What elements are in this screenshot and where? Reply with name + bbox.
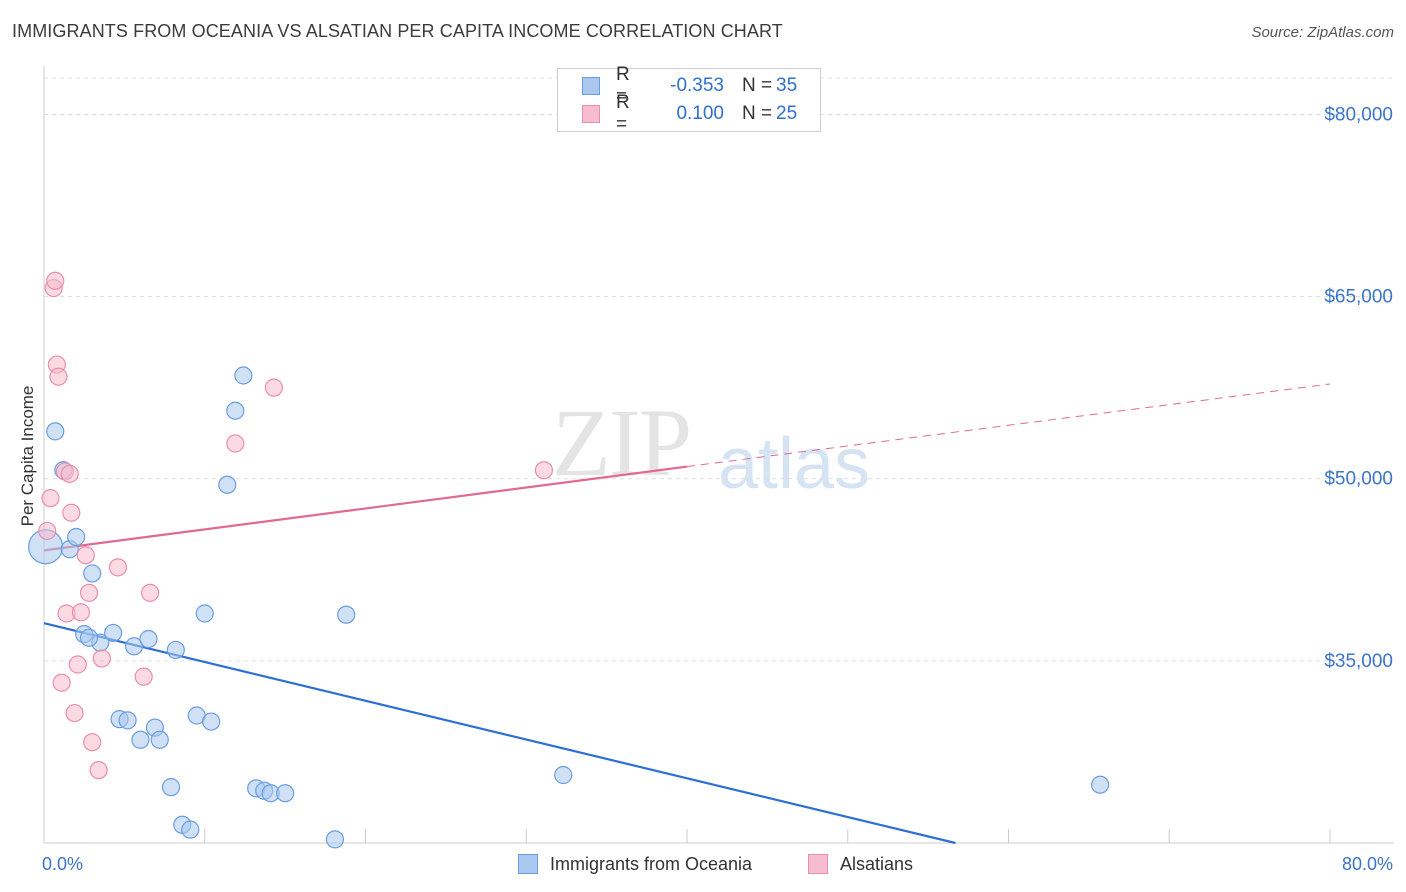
data-point-oceania [131,730,150,749]
data-point-alsatians [52,673,71,692]
data-point-alsatians [108,558,128,577]
data-point-oceania [139,629,158,649]
data-point-oceania [337,605,356,624]
data-point-oceania [276,784,295,803]
data-point-alsatians [46,271,65,290]
data-point-alsatians [79,583,99,602]
data-point-oceania [325,830,345,849]
x-tick-label: 80.0% [1342,854,1393,874]
data-point-oceania [195,604,214,623]
trendline-alsatians [43,465,688,552]
bottom-legend-swatch-oceania [518,854,538,874]
legend-row-alsatians: R = 0.100 N = 25 [582,92,798,135]
data-points [28,271,1110,849]
watermark-atlas: atlas [718,424,871,504]
legend-r-label: R = [616,64,630,107]
legend-swatch-alsatians [582,105,600,123]
data-point-alsatians [41,489,60,508]
data-point-oceania [554,765,573,785]
bottom-legend-oceania: Immigrants from Oceania [518,852,752,876]
data-point-oceania [67,527,86,547]
legend-r-value: 0.100 [676,103,724,124]
data-point-alsatians [68,655,87,674]
data-point-alsatians [92,649,111,668]
data-point-alsatians [71,603,91,622]
bottom-legend-swatch-alsatians [808,854,828,874]
trendline-alsatians [686,383,1331,468]
y-tick-label: $65,000 [1324,287,1393,308]
y-tick-label: $80,000 [1324,104,1393,125]
correlation-legend: R = -0.353 N = 35 R = 0.100 N = 25 [557,64,821,135]
legend-n-value: 25 [776,103,798,124]
bottom-legend-label-oceania: Immigrants from Oceania [550,853,753,874]
data-point-oceania [118,711,137,730]
bottom-legend-alsatians: Alsatians [808,852,913,876]
data-point-alsatians [49,367,68,386]
bottom-legend-label-alsatians: Alsatians [840,853,914,874]
data-point-oceania [181,820,200,839]
y-tick-label: $35,000 [1324,651,1393,672]
data-point-oceania [202,712,221,731]
legend-n-label: N = [742,103,773,124]
data-point-oceania [46,422,65,441]
legend-row-oceania: R = -0.353 N = 35 [582,64,798,107]
legend-n-value: 35 [776,75,798,96]
data-point-alsatians [38,521,57,541]
data-point-oceania [218,475,237,494]
data-point-alsatians [89,761,108,780]
data-point-oceania [83,564,102,583]
data-point-oceania [124,637,144,656]
data-point-alsatians [534,461,554,480]
data-point-alsatians [134,667,153,686]
data-point-oceania [79,628,99,647]
data-point-alsatians [140,583,160,602]
data-point-alsatians [83,733,102,752]
data-point-alsatians [226,434,245,453]
trendline-oceania [43,622,956,845]
chart-title: IMMIGRANTS FROM OCEANIA VS ALSATIAN PER … [12,21,783,41]
data-point-alsatians [76,546,95,565]
source-label: Source: ZipAtlas.com [1251,24,1394,41]
data-point-alsatians [65,703,84,723]
legend-swatch-oceania [582,77,600,95]
tick-labels: $35,000 $50,000 $65,000 $80,000 0.0% 80.0% [42,104,1393,874]
axes [43,66,1394,844]
y-tick-label: $50,000 [1324,469,1393,490]
legend-n-label: N = [742,75,773,96]
data-point-oceania [161,778,181,797]
data-point-alsatians [264,378,283,397]
data-point-oceania [166,640,185,660]
data-point-alsatians [62,503,81,522]
x-tick-label: 0.0% [42,854,83,874]
data-point-oceania [226,401,245,420]
data-point-alsatians [60,464,79,483]
data-point-oceania [1091,775,1110,794]
trendlines [43,383,1331,845]
data-point-oceania [104,623,123,643]
data-point-oceania [150,730,169,749]
data-point-oceania [234,366,253,385]
legend-r-label: R = [616,92,630,135]
legend-r-value: -0.353 [670,75,724,96]
